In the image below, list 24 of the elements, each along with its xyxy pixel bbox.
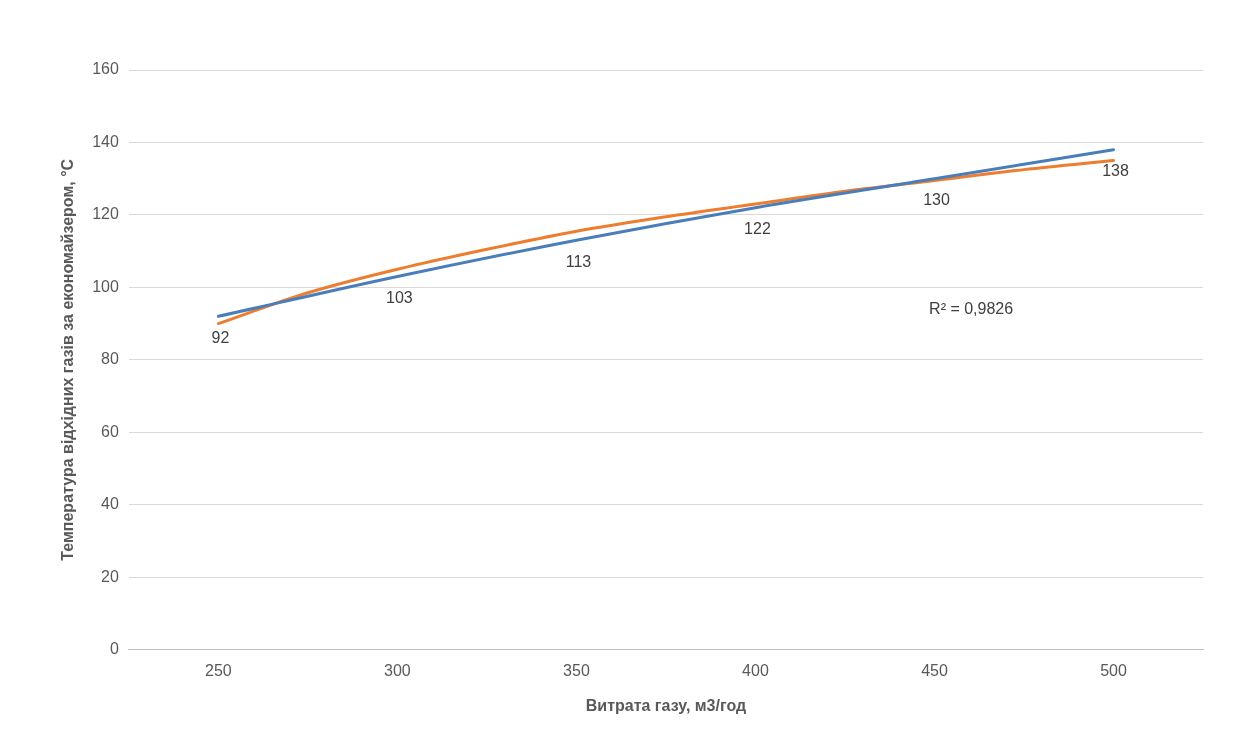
x-tick-label: 350 — [563, 661, 590, 679]
y-tick-label: 80 — [101, 350, 119, 368]
data-label: 113 — [565, 252, 592, 270]
y-tick-label: 160 — [92, 60, 119, 78]
y-tick-label: 20 — [101, 567, 119, 585]
x-tick-label: 250 — [205, 661, 232, 679]
x-axis-title: Витрата газу, м3/год — [585, 696, 747, 714]
y-tick-label: 60 — [101, 422, 119, 440]
y-tick-label: 0 — [109, 640, 119, 658]
x-tick-label: 300 — [384, 661, 411, 679]
y-tick-label: 140 — [92, 132, 119, 150]
x-tick-label: 400 — [742, 661, 769, 679]
data-label: 138 — [1102, 162, 1129, 180]
data-label: 122 — [744, 220, 771, 238]
y-tick-label: 100 — [92, 277, 119, 295]
data-label: 130 — [923, 191, 950, 209]
x-tick-label: 500 — [1100, 661, 1127, 679]
data-label: 103 — [386, 288, 413, 306]
x-tick-label: 450 — [921, 661, 948, 679]
y-tick-label: 40 — [101, 495, 119, 513]
y-axis-title: Температура відхідних газів за економайзером, °C — [59, 158, 77, 561]
annotation: R² = 0,9826 — [929, 300, 1014, 318]
data-label: 92 — [211, 328, 230, 346]
y-tick-label: 120 — [92, 205, 119, 223]
